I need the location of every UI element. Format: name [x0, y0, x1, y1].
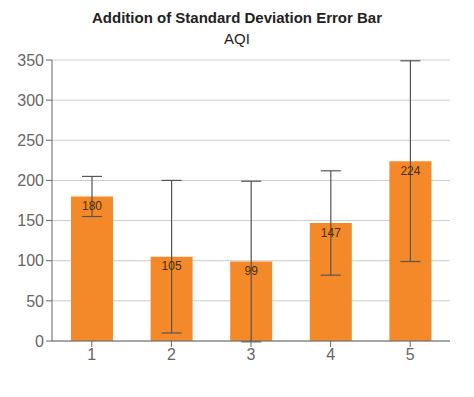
- svg-text:200: 200: [17, 172, 44, 189]
- html-text:Addition of Standard Deviation: Addition of Standard Deviation Error Bar: [92, 9, 382, 26]
- svg-text:0: 0: [35, 333, 44, 350]
- svg-text:250: 250: [17, 132, 44, 149]
- html-text:AQI: AQI: [224, 30, 250, 47]
- svg-text:180: 180: [82, 199, 102, 213]
- svg-text:50: 50: [26, 293, 44, 310]
- svg-text:350: 350: [17, 52, 44, 69]
- svg-text:105: 105: [162, 259, 182, 273]
- svg-text:4: 4: [326, 346, 335, 363]
- svg-text:99: 99: [245, 264, 259, 278]
- svg-text:224: 224: [400, 164, 420, 178]
- svg-text:2: 2: [167, 346, 176, 363]
- svg-text:1: 1: [87, 346, 96, 363]
- svg-text:3: 3: [247, 346, 256, 363]
- svg-text:5: 5: [406, 346, 415, 363]
- svg-text:100: 100: [17, 252, 44, 269]
- svg-text:147: 147: [321, 226, 341, 240]
- svg-text:150: 150: [17, 212, 44, 229]
- svg-text:300: 300: [17, 92, 44, 109]
